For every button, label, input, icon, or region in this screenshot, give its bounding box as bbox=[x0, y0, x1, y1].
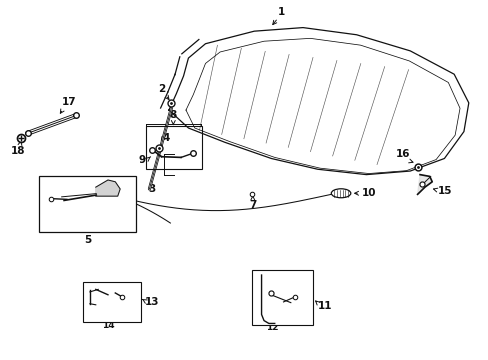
Text: 4: 4 bbox=[162, 133, 170, 143]
Polygon shape bbox=[96, 180, 120, 196]
Text: 12: 12 bbox=[266, 323, 278, 332]
Text: 14: 14 bbox=[102, 321, 114, 330]
Text: 16: 16 bbox=[395, 149, 409, 159]
Bar bbox=[82, 282, 141, 321]
Text: 15: 15 bbox=[437, 186, 452, 197]
Polygon shape bbox=[417, 175, 431, 194]
Text: 5: 5 bbox=[84, 234, 91, 244]
Text: 3: 3 bbox=[148, 184, 155, 194]
Text: 1: 1 bbox=[277, 7, 284, 17]
Text: 6: 6 bbox=[68, 187, 75, 197]
Bar bbox=[39, 176, 136, 232]
Text: 10: 10 bbox=[361, 188, 375, 198]
Text: 9: 9 bbox=[139, 154, 146, 165]
Text: 7: 7 bbox=[249, 200, 256, 210]
Bar bbox=[251, 270, 312, 325]
Text: 11: 11 bbox=[317, 301, 331, 311]
Text: 17: 17 bbox=[61, 97, 76, 107]
Text: 8: 8 bbox=[169, 110, 177, 120]
Text: 13: 13 bbox=[144, 297, 159, 307]
Bar bbox=[146, 126, 202, 169]
Text: 18: 18 bbox=[10, 146, 25, 156]
Text: 2: 2 bbox=[158, 84, 165, 94]
